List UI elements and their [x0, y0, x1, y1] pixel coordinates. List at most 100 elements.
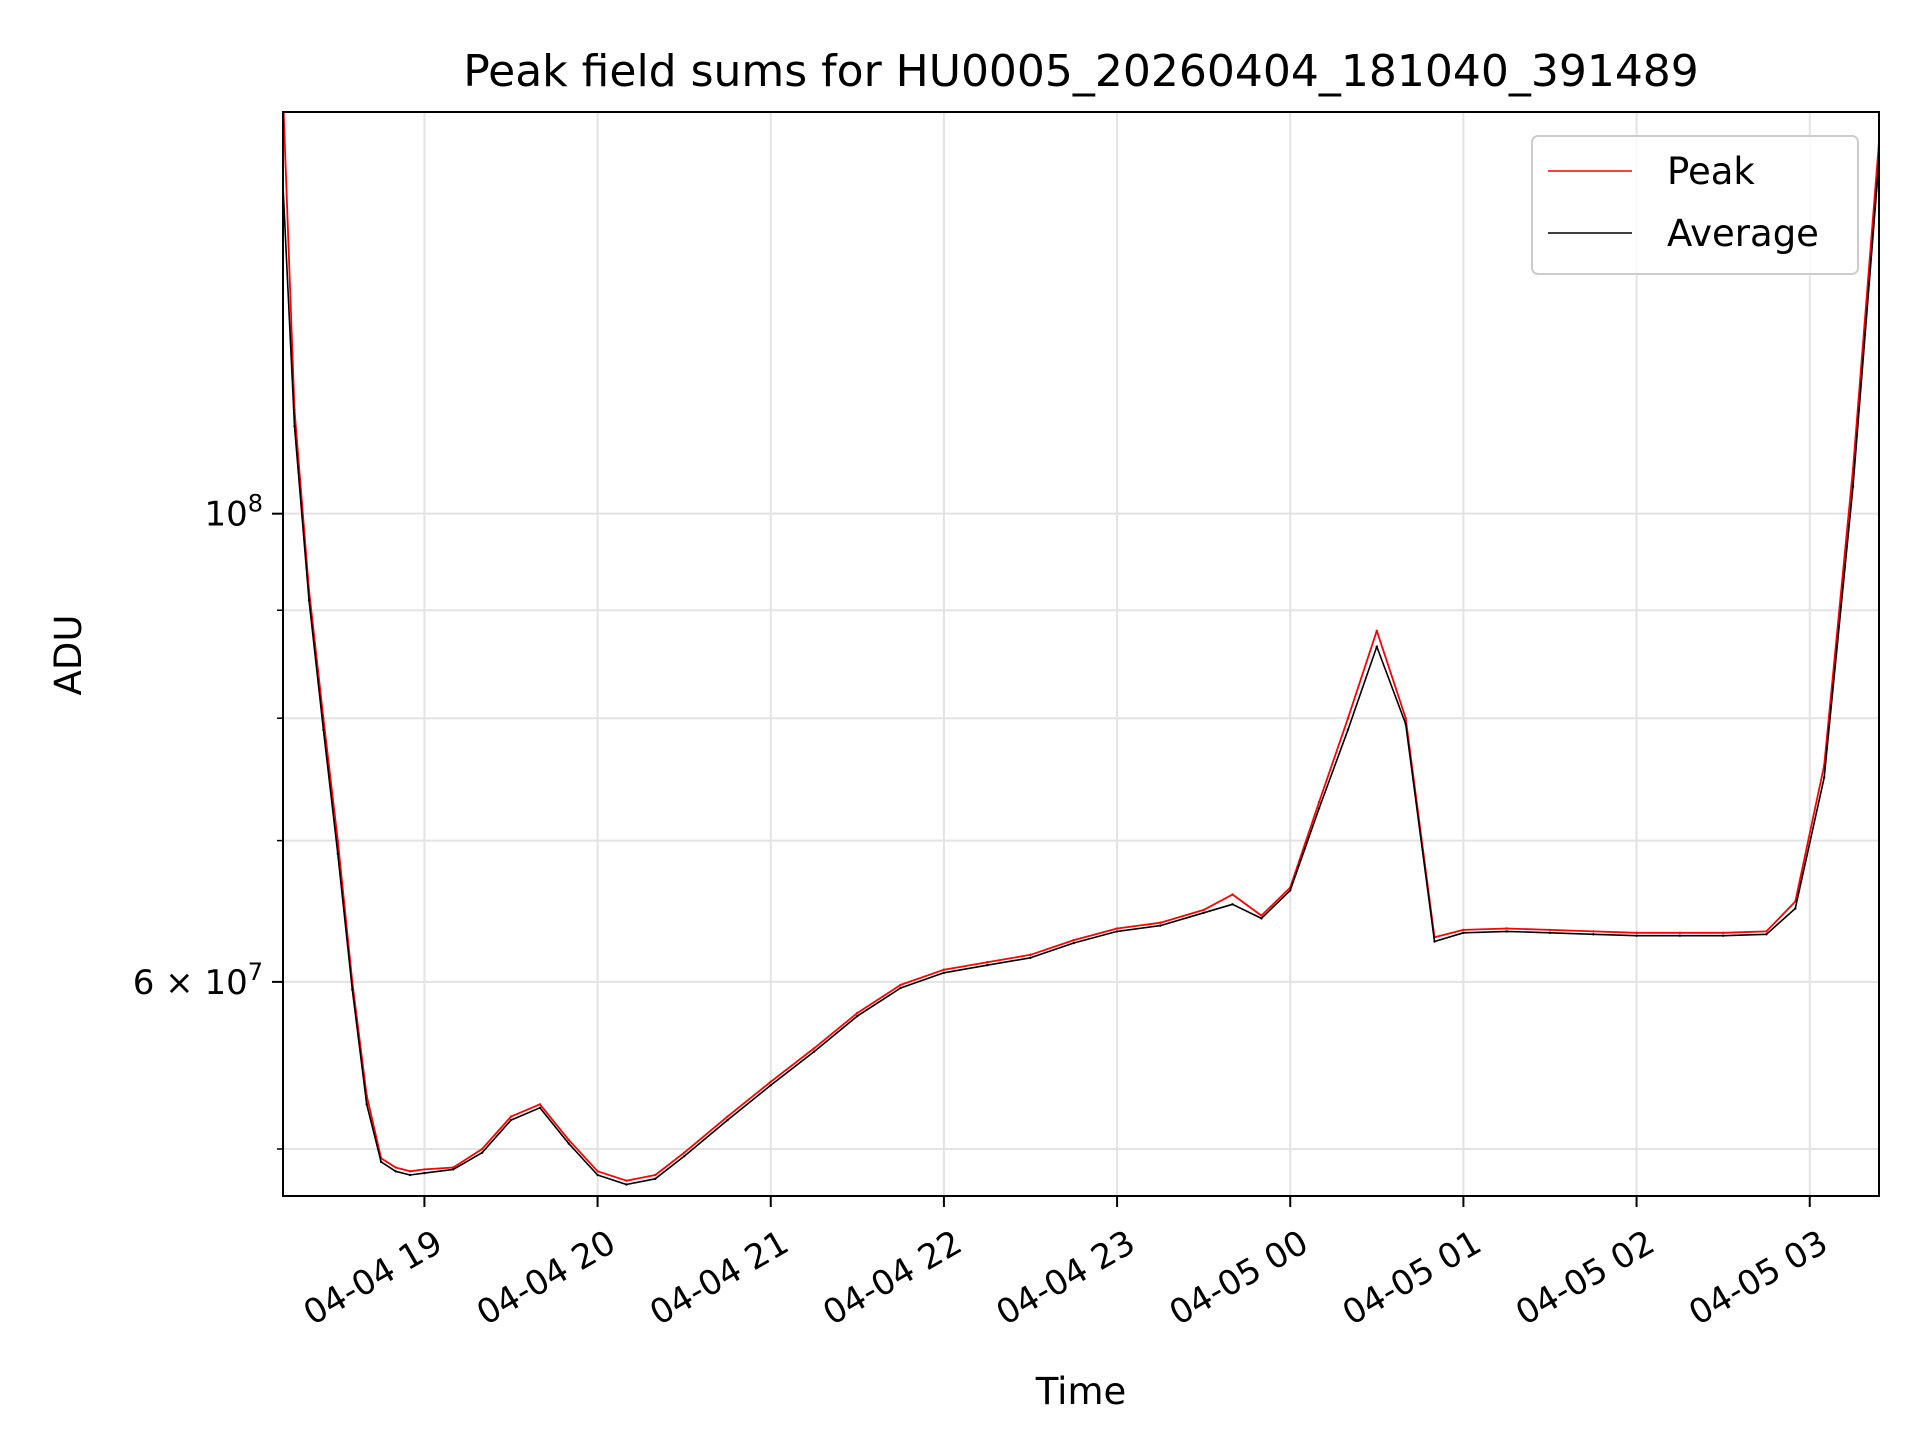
data-point-peak: [1072, 938, 1076, 942]
data-point-average: [1231, 903, 1234, 906]
series-layer: [283, 112, 1879, 1186]
data-point-peak: [1317, 800, 1321, 804]
data-point-average: [1375, 645, 1379, 648]
data-point-peak: [1505, 927, 1508, 930]
data-point-average: [1548, 931, 1552, 934]
data-point-average: [1289, 889, 1292, 892]
data-point-average: [683, 1155, 686, 1158]
data-point-average: [856, 1014, 859, 1018]
data-point-peak: [1202, 908, 1205, 912]
data-point-average: [812, 1050, 816, 1053]
data-point-average: [654, 1177, 657, 1181]
data-point-average: [596, 1173, 599, 1177]
chart-title: Peak field sums for HU0005_20260404_1810…: [463, 46, 1699, 97]
data-point-average: [986, 964, 989, 967]
data-point-average: [394, 1170, 397, 1173]
data-point-average: [1404, 722, 1407, 726]
data-point-average: [379, 1160, 383, 1164]
series-average: [283, 159, 1879, 1186]
y-tick-label: 108: [204, 490, 263, 535]
data-point-peak: [1260, 914, 1263, 917]
legend-average-label: Average: [1667, 212, 1819, 255]
data-point-average: [423, 1171, 426, 1175]
data-point-peak: [769, 1080, 772, 1084]
data-point-average: [1794, 907, 1797, 910]
data-point-average: [1678, 934, 1682, 937]
data-point-average: [1202, 911, 1205, 914]
y-tick-label-exponent: 7: [248, 958, 263, 986]
data-point-average: [1159, 924, 1162, 927]
data-point-peak: [408, 1170, 412, 1173]
data-point-peak: [394, 1166, 397, 1169]
data-point-peak: [1115, 927, 1119, 930]
data-point-average: [1346, 728, 1350, 731]
data-point-peak: [1231, 893, 1234, 896]
data-point-average: [322, 728, 325, 731]
data-point-average: [1765, 933, 1768, 936]
data-point-peak: [1635, 931, 1638, 934]
data-point-average: [1823, 776, 1826, 779]
data-point-peak: [1404, 717, 1407, 720]
grid: [283, 112, 1879, 1196]
data-point-average: [899, 986, 902, 990]
data-point-peak: [654, 1173, 657, 1177]
data-point-average: [452, 1168, 455, 1171]
data-point-peak: [1548, 928, 1552, 932]
data-point-peak: [899, 983, 902, 987]
data-point-average: [726, 1118, 729, 1122]
data-point-peak: [567, 1138, 570, 1142]
y-tick-label-part: 6: [133, 963, 165, 1003]
y-tick-label-part: 10: [204, 495, 247, 535]
data-point-peak: [683, 1151, 686, 1154]
data-point-peak: [726, 1115, 729, 1118]
data-point-peak: [1678, 931, 1682, 934]
data-point-average: [365, 1103, 368, 1106]
data-point-average: [1317, 807, 1321, 810]
y-axis-label: ADU: [47, 615, 90, 696]
data-point-average: [942, 971, 946, 974]
y-tick-label-part: 10: [204, 963, 247, 1003]
series-line-peak: [283, 112, 1879, 1182]
data-point-peak: [336, 839, 339, 842]
data-point-average: [1851, 485, 1855, 488]
data-point-peak: [1462, 928, 1465, 932]
data-point-peak: [538, 1103, 542, 1106]
data-point-average: [1115, 930, 1119, 933]
data-point-average: [509, 1118, 513, 1122]
data-point-peak: [596, 1170, 599, 1173]
data-point-average: [1462, 931, 1465, 934]
data-point-average: [1029, 956, 1032, 959]
data-point-peak: [1346, 717, 1350, 720]
data-point-average: [1635, 934, 1638, 937]
legend-peak-label: Peak: [1667, 150, 1755, 193]
x-axis-label: Time: [1035, 1370, 1127, 1413]
data-point-peak: [1765, 930, 1768, 933]
data-point-average: [769, 1084, 772, 1087]
data-point-peak: [1159, 921, 1162, 924]
data-point-average: [307, 598, 311, 602]
y-tick-label-exponent: 8: [248, 490, 263, 518]
y-tick-label: 6 × 107: [133, 958, 263, 1003]
y-tick-label-part: ×: [165, 963, 204, 1003]
data-point-peak: [625, 1179, 628, 1182]
data-point-peak: [509, 1115, 513, 1118]
data-point-average: [351, 988, 354, 991]
data-point-peak: [942, 968, 946, 971]
data-point-average: [538, 1106, 542, 1110]
data-point-peak: [1375, 629, 1379, 632]
series-line-average: [283, 160, 1879, 1186]
data-point-peak: [986, 961, 989, 964]
legend: Peak Average: [1531, 135, 1859, 275]
data-point-average: [567, 1142, 570, 1145]
data-point-peak: [1592, 930, 1595, 933]
data-point-peak: [1722, 931, 1725, 934]
data-point-peak: [423, 1168, 426, 1171]
data-point-average: [1072, 941, 1076, 945]
data-point-average: [1260, 917, 1263, 920]
data-point-peak: [856, 1011, 859, 1015]
data-point-average: [336, 852, 339, 855]
data-point-average: [1505, 930, 1508, 933]
